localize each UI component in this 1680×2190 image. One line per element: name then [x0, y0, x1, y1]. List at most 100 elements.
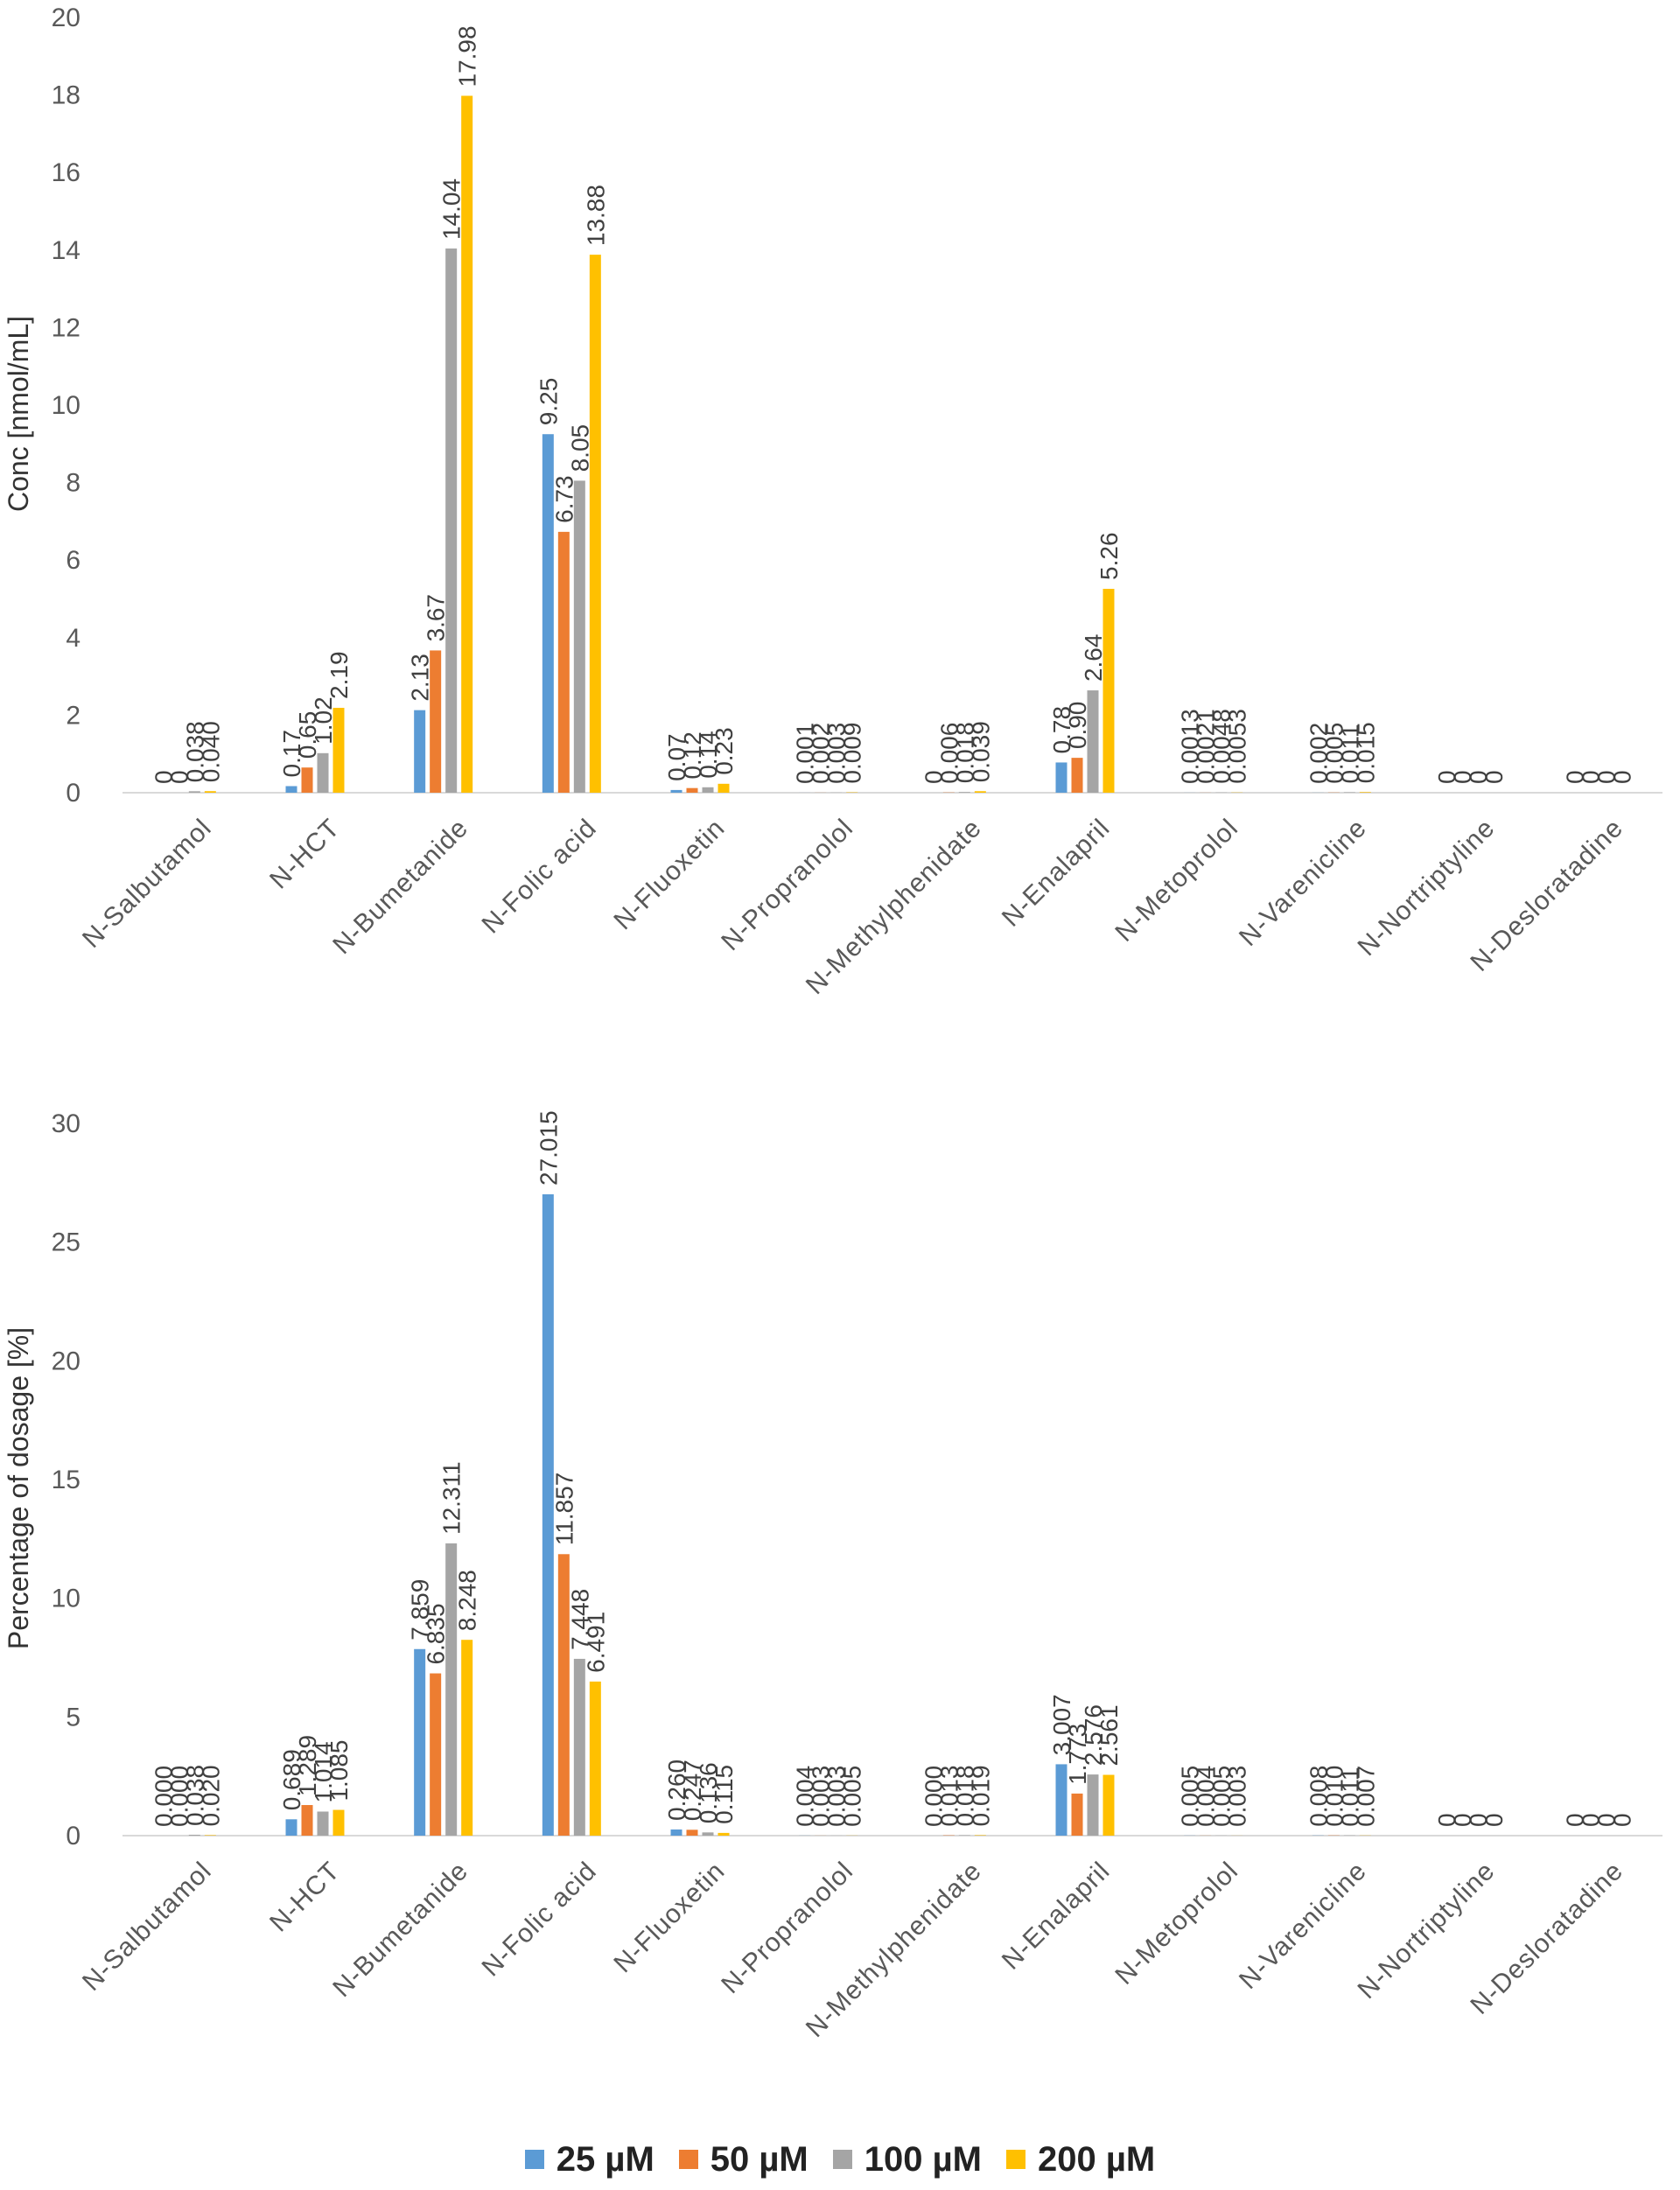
- y-tick-label: 2: [66, 701, 80, 730]
- y-tick-label: 10: [52, 391, 80, 420]
- data-label: 3.007: [1048, 1694, 1075, 1755]
- x-category-label: N-Enalapril: [997, 814, 1116, 933]
- bar: [1071, 758, 1083, 793]
- bar: [188, 1834, 200, 1836]
- data-label: 0.007: [1352, 1766, 1379, 1827]
- data-label: 0: [1465, 1813, 1492, 1827]
- data-label: 8.05: [566, 424, 593, 472]
- data-label: 0: [1593, 1813, 1620, 1827]
- data-label: 0.0021: [1193, 709, 1220, 784]
- data-label: 0.038: [181, 721, 208, 782]
- x-category-label: N-Folic acid: [476, 814, 602, 940]
- bar: [958, 792, 970, 793]
- y-tick-label: 10: [52, 1585, 80, 1613]
- y-tick-label: 30: [52, 1109, 80, 1138]
- bar: [188, 791, 200, 793]
- x-category-label: N-Folic acid: [476, 1857, 602, 1983]
- chart-2: 0 5 10 15 20 25 30 Percentage of dosage [%] 0.00…: [3, 1109, 1662, 2043]
- bar: [414, 710, 426, 793]
- bar: [718, 1832, 730, 1836]
- data-label: 0: [1609, 1813, 1636, 1827]
- data-label: 6.835: [423, 1603, 450, 1664]
- data-label: 2.64: [1080, 634, 1107, 682]
- x-category-label: N-Metoprolol: [1110, 1857, 1243, 1991]
- data-label: 0: [1609, 770, 1636, 784]
- data-label: 6.491: [582, 1612, 609, 1673]
- bar: [542, 1193, 554, 1836]
- data-label: 0.015: [1352, 722, 1379, 783]
- data-label: 0: [1433, 770, 1460, 784]
- data-label: 0.002: [808, 723, 835, 784]
- data-label: 0.003: [823, 723, 850, 784]
- data-label: 0.000: [920, 1766, 947, 1827]
- y-tick-label: 20: [52, 1347, 80, 1375]
- y-tick-label: 20: [52, 3, 80, 32]
- data-label: 0.07: [663, 733, 690, 781]
- bar: [301, 1805, 313, 1836]
- data-label: 0.013: [935, 1766, 962, 1827]
- data-label: 0.689: [278, 1749, 305, 1810]
- data-label: 0.90: [1064, 702, 1091, 750]
- data-label: 2.13: [407, 654, 434, 702]
- data-label: 7.859: [407, 1579, 434, 1641]
- data-label: 2.576: [1080, 1704, 1107, 1766]
- data-label: 0.018: [951, 1765, 978, 1826]
- data-label: 14.04: [438, 178, 466, 240]
- data-label: 0: [920, 770, 947, 784]
- data-label: 0.011: [1336, 724, 1363, 784]
- data-label: 0.000: [165, 1766, 192, 1827]
- data-label: 0: [1449, 770, 1476, 784]
- bar: [542, 434, 554, 793]
- data-label: 0.002: [1305, 723, 1332, 784]
- data-label: 1.014: [310, 1741, 337, 1802]
- bar: [974, 791, 986, 793]
- bar: [589, 255, 601, 794]
- legend-label-200uM: 200 µM: [1037, 2139, 1156, 2179]
- bar: [1102, 1774, 1115, 1836]
- bar: [573, 480, 585, 793]
- data-label: 1.289: [294, 1735, 321, 1796]
- bar: [461, 1640, 473, 1836]
- data-label: 0.17: [278, 730, 305, 778]
- y-tick-label: 6: [66, 546, 80, 575]
- data-label: 0.136: [695, 1762, 722, 1823]
- data-label: 3.67: [423, 594, 450, 641]
- data-label: 27.015: [535, 1110, 562, 1186]
- x-category-label: N-Metoprolol: [1110, 814, 1243, 948]
- data-label: 0.010: [1320, 1766, 1348, 1827]
- bar: [573, 1658, 585, 1836]
- x-category-label: N-Bumetanide: [327, 1857, 473, 2003]
- x-category-label: N-Propranolol: [716, 1857, 858, 1999]
- bar: [686, 1830, 698, 1836]
- bar: [1087, 1774, 1099, 1836]
- data-label: 1.773: [1064, 1724, 1091, 1785]
- bar: [204, 791, 216, 793]
- legend-label-100uM: 100 µM: [864, 2139, 982, 2179]
- data-label: 0.019: [967, 1765, 994, 1826]
- y-tick-label: 16: [52, 158, 80, 187]
- x-category-label: N-HCT: [264, 814, 346, 895]
- bar: [1359, 792, 1371, 793]
- data-label: 0: [1578, 770, 1605, 784]
- chart-legend: 25 µM 50 µM 100 µM 200 µM: [0, 2133, 1680, 2186]
- y-tick-label: 8: [66, 469, 80, 498]
- data-label: 11.857: [550, 1473, 578, 1546]
- bar: [301, 767, 313, 793]
- data-label: 0.003: [1224, 1766, 1251, 1827]
- data-label: 0.12: [679, 731, 706, 780]
- data-label: 0.115: [710, 1765, 738, 1824]
- legend-swatch-50uM: [678, 2150, 698, 2169]
- data-label: 0.004: [1193, 1766, 1220, 1827]
- x-category-label: N-Varenicline: [1234, 814, 1372, 952]
- data-label: 0: [1480, 770, 1508, 784]
- x-category-label: N-HCT: [264, 1857, 346, 1938]
- bar: [461, 95, 473, 793]
- data-label: 1.085: [326, 1739, 353, 1801]
- x-category-label: N-Enalapril: [997, 1857, 1116, 1976]
- bar: [1102, 588, 1115, 793]
- bar: [204, 1835, 216, 1836]
- legend-item-25uM: 25 µM: [524, 2140, 654, 2180]
- data-label: 0: [150, 770, 177, 784]
- legend-item-200uM: 200 µM: [1005, 2139, 1156, 2180]
